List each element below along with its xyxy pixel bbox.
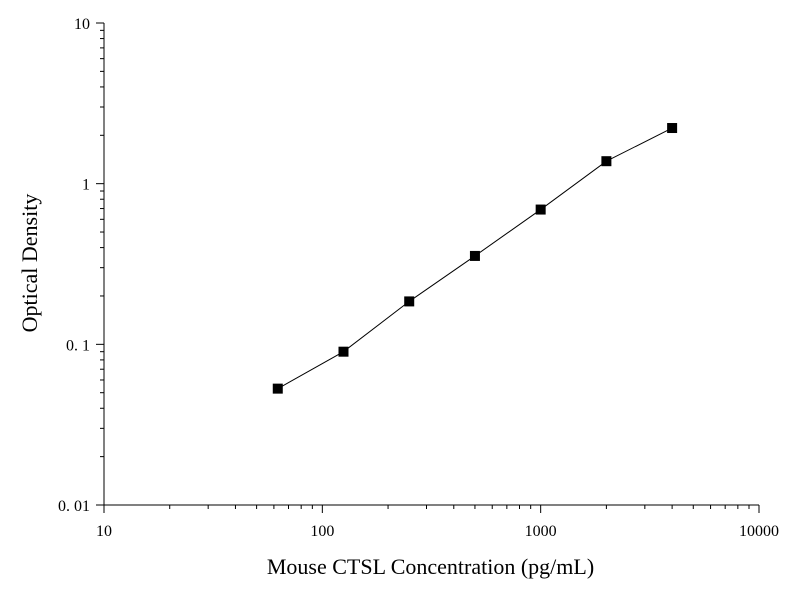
x-tick-label: 10 [96, 523, 112, 540]
data-point [404, 296, 415, 307]
y-tick-label: 10 [74, 16, 90, 33]
data-point [469, 250, 480, 261]
data-point [667, 123, 678, 134]
x-axis-title: Mouse CTSL Concentration (pg/mL) [267, 554, 594, 579]
axes: 10 100 1000 10000 0. 01 0. 1 1 10 [58, 16, 779, 540]
data-point [272, 383, 283, 394]
x-tick-label: 100 [310, 523, 334, 540]
series-layer [272, 123, 678, 394]
data-point [535, 204, 546, 215]
y-tick-label: 0. 01 [58, 498, 90, 515]
data-point [601, 156, 612, 167]
data-point [338, 346, 349, 357]
x-tick-label: 10000 [739, 523, 779, 540]
y-tick-label: 1 [82, 177, 90, 194]
y-axis-title: Optical Density [17, 194, 42, 333]
y-tick-label: 0. 1 [66, 337, 90, 354]
x-tick-label: 1000 [525, 523, 557, 540]
